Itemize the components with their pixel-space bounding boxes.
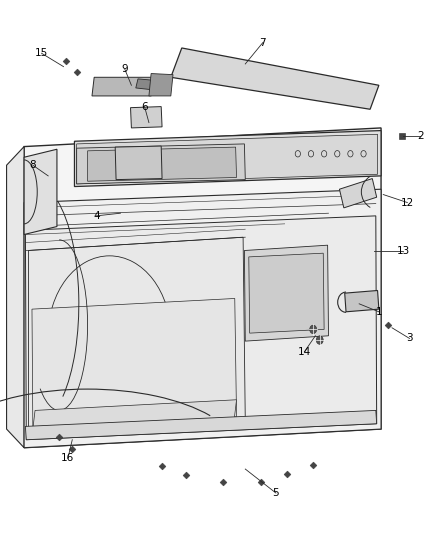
Text: 12: 12 <box>401 198 414 207</box>
Text: 5: 5 <box>272 488 279 498</box>
Circle shape <box>310 325 317 334</box>
Polygon shape <box>136 79 162 91</box>
Text: 3: 3 <box>406 334 413 343</box>
Polygon shape <box>25 216 377 440</box>
Polygon shape <box>77 134 378 184</box>
Polygon shape <box>33 400 237 429</box>
Polygon shape <box>249 253 324 333</box>
Polygon shape <box>25 410 377 440</box>
Polygon shape <box>131 107 162 128</box>
Polygon shape <box>88 147 237 181</box>
Text: 8: 8 <box>29 160 36 170</box>
Polygon shape <box>149 74 173 96</box>
Text: 9: 9 <box>121 64 128 74</box>
Polygon shape <box>244 245 328 341</box>
Polygon shape <box>339 179 377 208</box>
Polygon shape <box>7 147 24 448</box>
Text: 1: 1 <box>375 307 382 317</box>
Polygon shape <box>24 128 381 448</box>
Text: 6: 6 <box>141 102 148 111</box>
Polygon shape <box>24 149 57 235</box>
Polygon shape <box>171 48 379 109</box>
Polygon shape <box>345 290 379 312</box>
Text: 13: 13 <box>396 246 410 255</box>
Polygon shape <box>92 77 155 96</box>
Circle shape <box>316 336 323 344</box>
Polygon shape <box>77 144 245 184</box>
Text: 2: 2 <box>417 131 424 141</box>
Polygon shape <box>24 189 381 448</box>
Text: 4: 4 <box>93 211 100 221</box>
Polygon shape <box>74 131 381 187</box>
Text: 15: 15 <box>35 49 48 58</box>
Text: 16: 16 <box>61 454 74 463</box>
Text: 14: 14 <box>298 347 311 357</box>
Polygon shape <box>115 146 162 180</box>
Text: 7: 7 <box>259 38 266 47</box>
Polygon shape <box>32 298 237 429</box>
Polygon shape <box>28 237 245 434</box>
